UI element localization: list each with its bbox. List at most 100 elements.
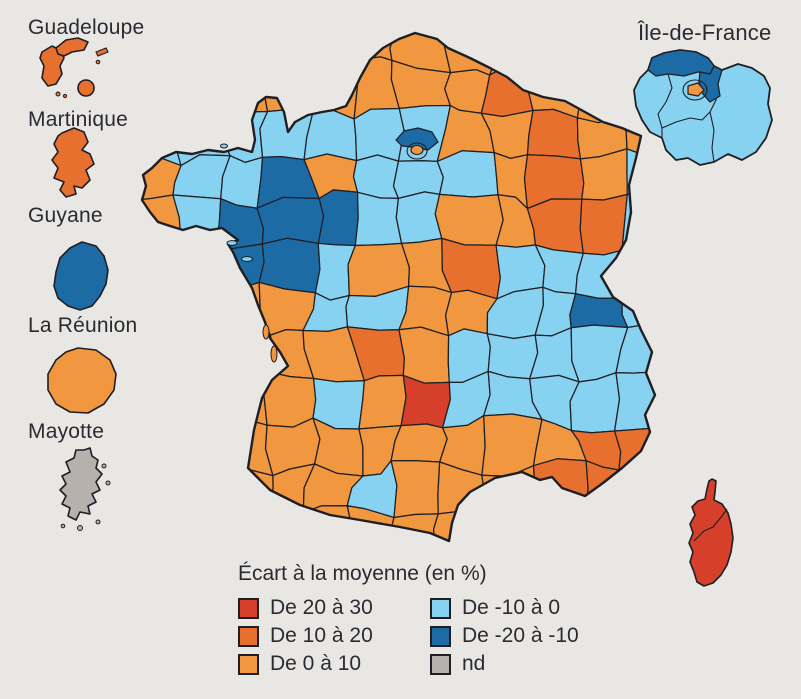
legend-label: De 20 à 30 — [270, 596, 373, 619]
department-cell[interactable] — [579, 193, 628, 256]
corsica-department-border — [693, 508, 728, 542]
department-cell[interactable] — [213, 508, 269, 564]
coastal-island — [220, 143, 228, 149]
department-cell[interactable] — [176, 289, 221, 336]
department-cell[interactable] — [621, 248, 669, 299]
department-cell[interactable] — [358, 374, 407, 430]
inset-ile-de-france[interactable] — [633, 49, 773, 166]
department-cell[interactable] — [483, 503, 538, 564]
legend-label: De 0 à 10 — [270, 652, 362, 675]
department-cell[interactable] — [436, 150, 499, 198]
department-cell[interactable] — [489, 28, 535, 76]
department-cell[interactable] — [171, 508, 220, 564]
department-cell[interactable] — [618, 501, 667, 560]
department-cell[interactable] — [581, 502, 628, 563]
department-cell[interactable] — [441, 237, 501, 300]
department-cell[interactable] — [214, 370, 268, 426]
inset-martinique[interactable] — [51, 127, 95, 198]
department-cell[interactable] — [124, 373, 184, 423]
martinique-label: Martinique — [28, 108, 129, 131]
department-cell[interactable] — [613, 370, 676, 432]
inset-guyane[interactable] — [53, 241, 109, 311]
legend-item: De 10 à 20 — [238, 622, 430, 650]
department-cell[interactable] — [398, 326, 450, 384]
department-cell[interactable] — [569, 293, 629, 329]
guyane-label: Guyane — [28, 204, 103, 227]
legend-item: De -20 à -10 — [430, 622, 579, 650]
department-cell[interactable] — [617, 466, 669, 510]
department-cell[interactable] — [526, 503, 589, 558]
department-cell[interactable] — [390, 423, 448, 463]
department-cell[interactable] — [219, 59, 269, 116]
department-cell[interactable] — [263, 26, 315, 83]
department-cell[interactable] — [486, 333, 539, 380]
department-cell[interactable] — [214, 415, 274, 477]
department-cell[interactable] — [317, 189, 359, 247]
inset-mayotte[interactable] — [59, 447, 111, 531]
department-cell[interactable] — [387, 513, 439, 562]
department-cell[interactable] — [353, 107, 405, 162]
main-map-val-doise-band[interactable] — [395, 127, 439, 151]
department-cell[interactable] — [132, 194, 182, 253]
department-cell[interactable] — [302, 26, 363, 78]
department-cell[interactable] — [171, 59, 228, 116]
main-map-paris-ring — [406, 142, 428, 160]
inset-reunion[interactable] — [47, 347, 117, 414]
department-cell[interactable] — [434, 193, 504, 246]
department-cell[interactable] — [173, 378, 224, 420]
legend-label: De -20 à -10 — [462, 624, 579, 647]
department-cell[interactable] — [131, 511, 178, 562]
legend-item: De 20 à 30 — [238, 594, 430, 622]
department-cell[interactable] — [131, 69, 176, 115]
department-cell[interactable] — [390, 459, 441, 519]
department-cell[interactable] — [176, 242, 223, 296]
inset-guadeloupe[interactable] — [39, 37, 109, 99]
department-cell[interactable] — [352, 154, 400, 200]
department-cell[interactable] — [217, 334, 276, 386]
department-cell[interactable] — [128, 242, 182, 299]
department-cell[interactable] — [571, 62, 628, 124]
department-cell[interactable] — [256, 196, 325, 245]
coastal-island — [262, 324, 270, 340]
legend-swatch-neg20-neg10 — [430, 625, 451, 647]
mainland-departments — [124, 17, 676, 564]
legend-swatch-0-10 — [238, 653, 259, 675]
department-cell[interactable] — [400, 374, 451, 429]
coastal-island — [226, 240, 238, 246]
legend-grid: De 20 à 30 De 10 à 20 De 0 à 10 De -10 à… — [238, 594, 579, 678]
department-cell[interactable] — [220, 155, 264, 209]
department-cell[interactable] — [168, 468, 225, 513]
coastal-island — [270, 345, 278, 363]
department-cell[interactable] — [124, 154, 182, 202]
legend: Écart à la moyenne (en %) De 20 à 30 De … — [238, 562, 579, 678]
legend-item: De 0 à 10 — [238, 650, 430, 678]
department-cell[interactable] — [570, 28, 630, 65]
department-cell[interactable] — [263, 75, 321, 113]
department-cell[interactable] — [171, 17, 229, 72]
guadeloupe-label: Guadeloupe — [28, 16, 145, 39]
department-cell[interactable] — [392, 160, 444, 200]
department-cell[interactable] — [525, 28, 578, 64]
legend-swatch-20-30 — [238, 597, 259, 619]
department-cell[interactable] — [134, 459, 180, 518]
department-cell[interactable] — [213, 468, 274, 517]
department-cell[interactable] — [526, 108, 582, 160]
coastal-island — [241, 256, 253, 262]
department-cell[interactable] — [223, 17, 274, 77]
department-cell[interactable] — [395, 191, 443, 245]
main-map-paris-dot[interactable] — [410, 144, 424, 156]
department-cell[interactable] — [574, 249, 626, 300]
department-cell[interactable] — [177, 326, 222, 386]
legend-label: nd — [462, 652, 486, 675]
legend-swatch-nd — [430, 653, 451, 675]
department-cell[interactable] — [131, 290, 184, 329]
department-cell[interactable] — [172, 194, 222, 252]
department-cell[interactable] — [354, 191, 403, 247]
department-cell[interactable] — [266, 511, 312, 556]
corsica[interactable] — [688, 478, 734, 587]
department-cell[interactable] — [168, 413, 225, 475]
legend-swatch-10-20 — [238, 625, 259, 647]
department-cell[interactable] — [130, 413, 178, 475]
department-cell[interactable] — [124, 104, 182, 167]
